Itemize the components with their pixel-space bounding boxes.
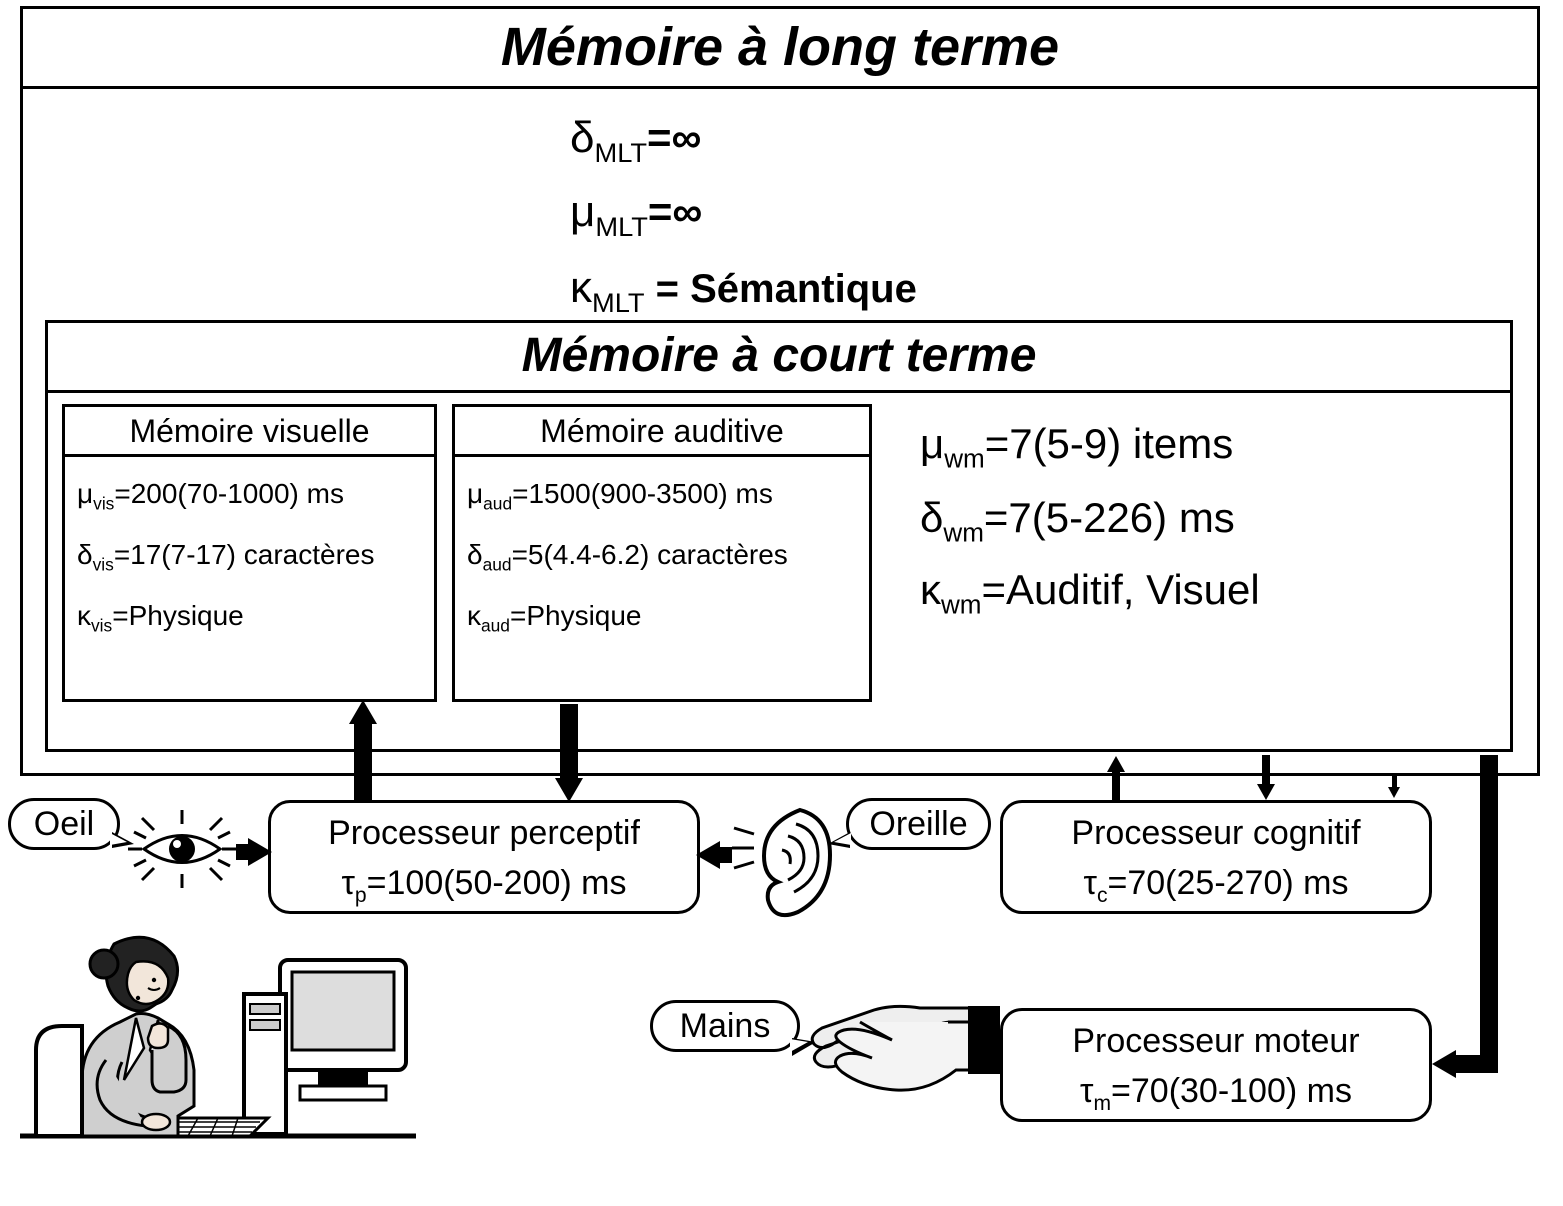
arrow-auditive-to-perceptif-head <box>555 778 583 802</box>
mlt-title: Mémoire à long terme <box>23 9 1537 89</box>
hand-icon <box>800 1000 1000 1110</box>
arrow-cognitif-up-head <box>1107 756 1125 772</box>
mlt-delta: δMLT=∞ <box>570 108 701 172</box>
arrow-cognitif-up-shaft <box>1112 770 1120 800</box>
arrow-mct-moteur-vert <box>1480 755 1498 1073</box>
mem-auditive-box: Mémoire auditive μaud=1500(900-3500) ms … <box>452 404 872 702</box>
proc-moteur-title: Processeur moteur <box>1003 1019 1429 1065</box>
mct-title: Mémoire à court terme <box>48 323 1510 393</box>
arrow-auditive-to-perceptif-shaft <box>560 704 578 780</box>
arrow-cognitif-down-shaft <box>1262 755 1270 785</box>
arrow-cognitif-small-head <box>1388 787 1400 798</box>
wm-kappa: κwm=Auditif, Visuel <box>920 562 1260 623</box>
vis-kappa: κvis=Physique <box>77 597 434 638</box>
callout-mains: Mains <box>650 1000 800 1052</box>
arrow-perceptif-to-visuelle-head <box>349 700 377 724</box>
callout-oreille-tail-fill <box>834 833 851 845</box>
proc-perceptif-tau: τp=100(50-200) ms <box>271 861 697 910</box>
wm-delta: δwm=7(5-226) ms <box>920 490 1235 551</box>
mlt-kappa: κMLT = Sémantique <box>570 258 917 322</box>
arrow-mct-moteur-horiz <box>1453 1055 1498 1073</box>
wm-mu: μwm=7(5-9) items <box>920 416 1233 477</box>
mem-visuelle-box: Mémoire visuelle μvis=200(70-1000) ms δv… <box>62 404 437 702</box>
arrow-mct-moteur-head <box>1432 1050 1456 1078</box>
mlt-mu: μMLT=∞ <box>570 182 702 246</box>
proc-cognitif-title: Processeur cognitif <box>1003 811 1429 857</box>
aud-delta: δaud=5(4.4-6.2) caractères <box>467 536 869 577</box>
aud-mu: μaud=1500(900-3500) ms <box>467 475 869 516</box>
aud-kappa: κaud=Physique <box>467 597 869 638</box>
mem-auditive-title: Mémoire auditive <box>455 407 869 457</box>
callout-oeil-tail-fill <box>110 833 127 845</box>
ear-icon <box>730 800 840 920</box>
person-computer-icon <box>18 930 418 1200</box>
arrow-eye-perceptif-head <box>248 838 272 866</box>
proc-perceptif-title: Processeur perceptif <box>271 811 697 857</box>
proc-cognitif-tau: τc=70(25-270) ms <box>1003 861 1429 910</box>
proc-moteur-box: Processeur moteur τm=70(30-100) ms <box>1000 1008 1432 1122</box>
vis-delta: δvis=17(7-17) caractères <box>77 536 434 577</box>
arrow-cognitif-down-head <box>1257 784 1275 800</box>
callout-oreille: Oreille <box>846 798 991 850</box>
proc-moteur-tau: τm=70(30-100) ms <box>1003 1069 1429 1118</box>
vis-mu: μvis=200(70-1000) ms <box>77 475 434 516</box>
diagram-stage: Mémoire à long terme δMLT=∞ μMLT=∞ κMLT … <box>0 0 1563 1206</box>
callout-oeil: Oeil <box>8 798 120 850</box>
eye-icon <box>122 804 242 894</box>
mem-visuelle-title: Mémoire visuelle <box>65 407 434 457</box>
proc-perceptif-box: Processeur perceptif τp=100(50-200) ms <box>268 800 700 914</box>
proc-cognitif-box: Processeur cognitif τc=70(25-270) ms <box>1000 800 1432 914</box>
arrow-perceptif-to-visuelle-shaft <box>354 720 372 800</box>
arrow-ear-perceptif-head <box>696 841 720 869</box>
